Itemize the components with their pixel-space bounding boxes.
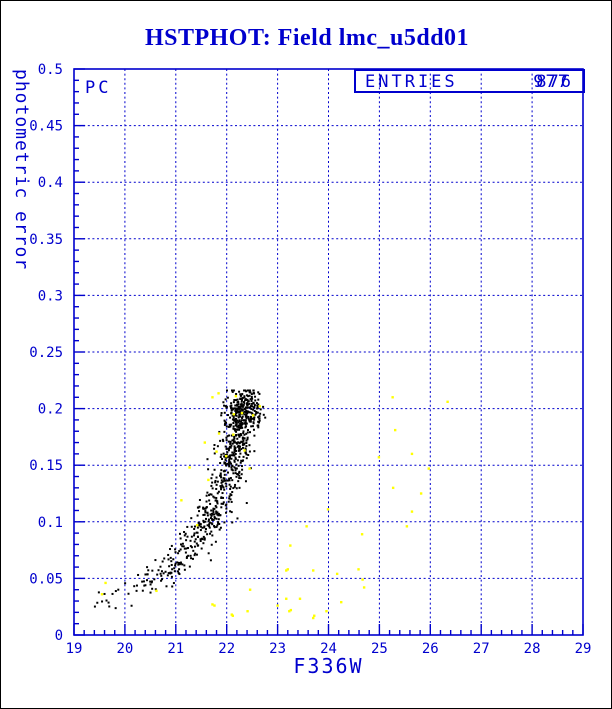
svg-text:23: 23 (269, 641, 286, 657)
tick-labels: 19 20 21 22 23 24 25 26 27 28 29 0 0.05 0.1 0.15 0.2 0.2… (29, 62, 591, 657)
entries-value-overprint: 977 (533, 72, 570, 92)
svg-text:0.1: 0.1 (38, 515, 63, 531)
svg-text:26: 26 (422, 641, 439, 657)
svg-text:29: 29 (575, 641, 592, 657)
svg-text:21: 21 (167, 641, 184, 657)
grid-layer (74, 69, 583, 635)
svg-text:28: 28 (524, 641, 541, 657)
svg-text:0.45: 0.45 (29, 119, 63, 135)
svg-text:0.5: 0.5 (38, 62, 63, 78)
svg-text:0.2: 0.2 (38, 402, 63, 418)
svg-text:0.15: 0.15 (29, 458, 63, 474)
svg-text:20: 20 (116, 641, 133, 657)
page-title: HSTPHOT: Field lmc_u5dd01 (144, 25, 470, 51)
svg-text:0.05: 0.05 (29, 571, 63, 587)
svg-text:22: 22 (218, 641, 235, 657)
entries-stat-box: ENTRIES 876 977 (354, 69, 585, 93)
axis-ticks (73, 68, 584, 636)
svg-text:25: 25 (371, 641, 388, 657)
plot-frame (73, 68, 584, 636)
chip-label-pc: PC (85, 78, 112, 98)
svg-text:0.3: 0.3 (38, 288, 63, 304)
svg-text:0.35: 0.35 (29, 232, 63, 248)
svg-text:0.25: 0.25 (29, 345, 63, 361)
series-flagged-yellow (100, 392, 449, 620)
svg-text:0.4: 0.4 (38, 175, 63, 191)
y-axis-title: photometric error (11, 69, 32, 271)
svg-text:24: 24 (320, 641, 337, 657)
entries-label: ENTRIES (365, 72, 458, 92)
series-pc-detections-black (93, 389, 267, 610)
x-axis-title: F336W (293, 654, 364, 678)
svg-text:19: 19 (66, 641, 83, 657)
svg-text:27: 27 (473, 641, 490, 657)
svg-text:0: 0 (55, 628, 63, 644)
entries-value-primary: 876 (536, 72, 573, 92)
